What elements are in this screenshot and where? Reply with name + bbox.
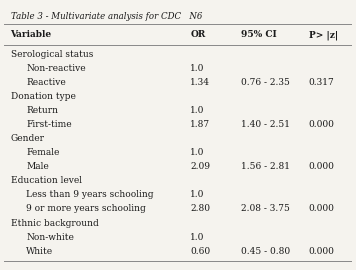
Text: Donation type: Donation type <box>11 92 75 101</box>
Text: 1.56 - 2.81: 1.56 - 2.81 <box>241 162 290 171</box>
Text: Male: Male <box>26 162 49 171</box>
Text: P> |z|: P> |z| <box>309 31 338 40</box>
Text: 0.45 - 0.80: 0.45 - 0.80 <box>241 247 290 256</box>
Text: 1.34: 1.34 <box>190 78 210 87</box>
Text: 1.0: 1.0 <box>190 106 205 115</box>
Text: 2.80: 2.80 <box>190 204 210 214</box>
Text: Education level: Education level <box>11 176 82 185</box>
Text: 0.60: 0.60 <box>190 247 210 256</box>
Text: Non-reactive: Non-reactive <box>26 64 86 73</box>
Text: 2.08 - 3.75: 2.08 - 3.75 <box>241 204 290 214</box>
Text: 1.0: 1.0 <box>190 64 205 73</box>
Text: Reactive: Reactive <box>26 78 66 87</box>
Text: Less than 9 years schooling: Less than 9 years schooling <box>26 190 154 199</box>
Text: OR: OR <box>190 31 205 39</box>
Text: 1.87: 1.87 <box>190 120 210 129</box>
Text: 1.40 - 2.51: 1.40 - 2.51 <box>241 120 290 129</box>
Text: 0.000: 0.000 <box>309 120 335 129</box>
Text: First-time: First-time <box>26 120 72 129</box>
Text: 2.09: 2.09 <box>190 162 210 171</box>
Text: Ethnic background: Ethnic background <box>11 218 98 228</box>
Text: Table 3 - Multivariate analysis for CDC   N6: Table 3 - Multivariate analysis for CDC … <box>11 12 202 21</box>
Text: 1.0: 1.0 <box>190 190 205 199</box>
Text: 1.0: 1.0 <box>190 148 205 157</box>
Text: Return: Return <box>26 106 58 115</box>
Text: 0.317: 0.317 <box>309 78 335 87</box>
Text: 0.000: 0.000 <box>309 162 335 171</box>
Text: 0.76 - 2.35: 0.76 - 2.35 <box>241 78 290 87</box>
Text: 95% CI: 95% CI <box>241 31 277 39</box>
Text: Variable: Variable <box>11 31 52 39</box>
Text: Gender: Gender <box>11 134 44 143</box>
Text: 9 or more years schooling: 9 or more years schooling <box>26 204 146 214</box>
Text: Non-white: Non-white <box>26 232 74 242</box>
Text: 0.000: 0.000 <box>309 204 335 214</box>
Text: Serological status: Serological status <box>11 50 93 59</box>
Text: 0.000: 0.000 <box>309 247 335 256</box>
Text: Female: Female <box>26 148 59 157</box>
Text: 1.0: 1.0 <box>190 232 205 242</box>
Text: White: White <box>26 247 53 256</box>
